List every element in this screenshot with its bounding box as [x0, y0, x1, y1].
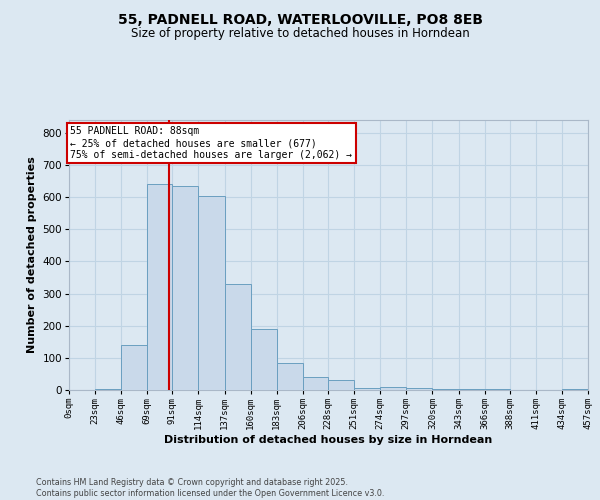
Y-axis label: Number of detached properties: Number of detached properties — [27, 156, 37, 354]
X-axis label: Distribution of detached houses by size in Horndean: Distribution of detached houses by size … — [164, 434, 493, 445]
Bar — [199, 196, 224, 390]
Bar — [406, 388, 433, 390]
Text: 55, PADNELL ROAD, WATERLOOVILLE, PO8 8EB: 55, PADNELL ROAD, WATERLOOVILLE, PO8 8EB — [118, 12, 482, 26]
Text: Contains HM Land Registry data © Crown copyright and database right 2025.
Contai: Contains HM Land Registry data © Crown c… — [36, 478, 385, 498]
Bar — [148, 184, 172, 390]
Bar — [458, 389, 485, 390]
Bar — [172, 186, 199, 390]
Bar — [303, 377, 328, 390]
Bar — [328, 380, 354, 390]
Text: 55 PADNELL ROAD: 88sqm
← 25% of detached houses are smaller (677)
75% of semi-de: 55 PADNELL ROAD: 88sqm ← 25% of detached… — [70, 126, 352, 160]
Bar — [121, 345, 148, 390]
Bar — [562, 389, 588, 390]
Bar — [433, 388, 458, 390]
Text: Size of property relative to detached houses in Horndean: Size of property relative to detached ho… — [131, 28, 469, 40]
Bar — [224, 284, 251, 390]
Bar — [95, 388, 121, 390]
Bar — [277, 362, 303, 390]
Bar — [380, 388, 406, 390]
Bar — [354, 388, 380, 390]
Bar — [251, 329, 277, 390]
